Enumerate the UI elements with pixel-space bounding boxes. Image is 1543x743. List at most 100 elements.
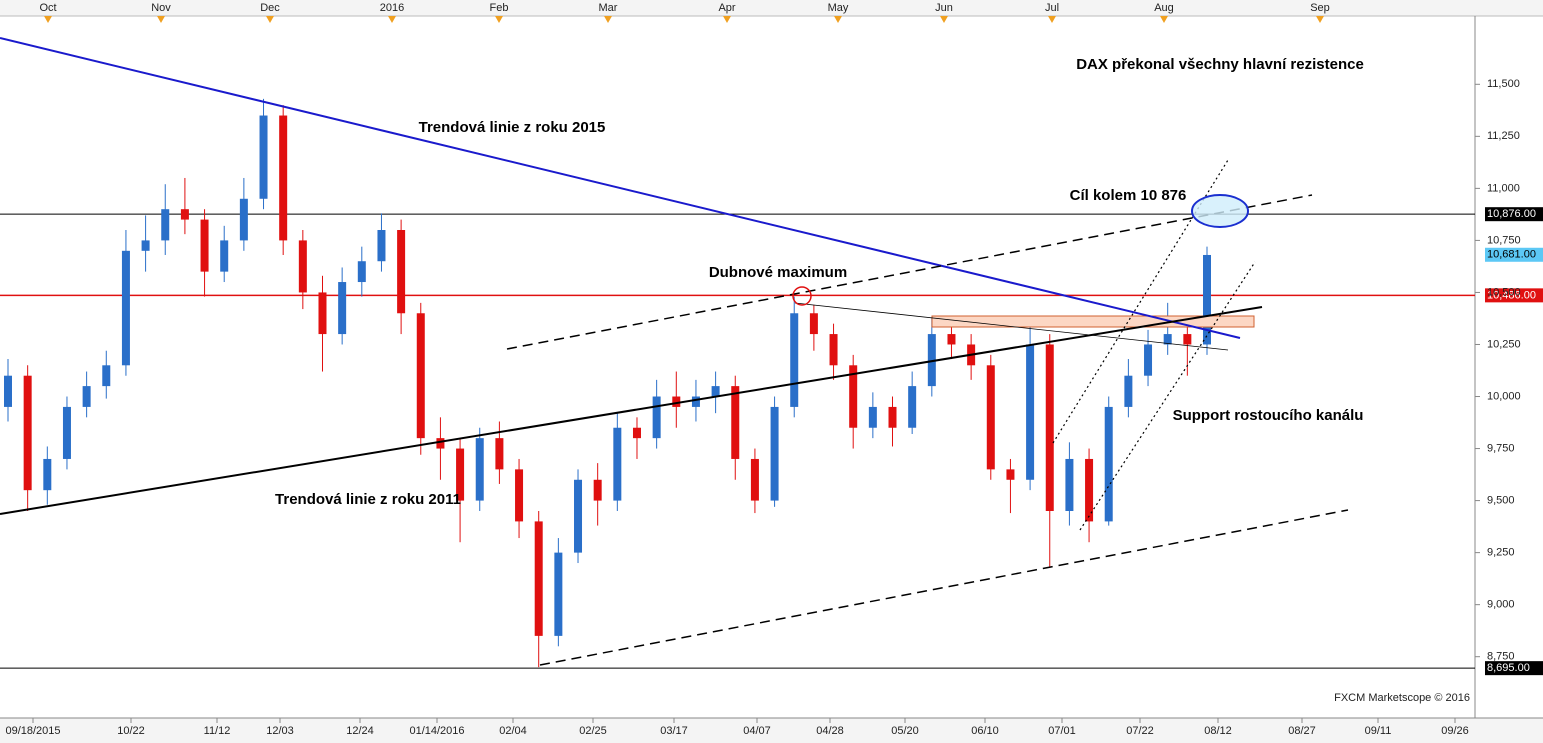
candle-body bbox=[318, 292, 327, 335]
month-label: Oct bbox=[39, 2, 56, 14]
month-label: Apr bbox=[718, 2, 735, 14]
annotation: Dubnové maximum bbox=[709, 264, 847, 281]
candle-body bbox=[121, 250, 130, 366]
month-marker bbox=[44, 16, 52, 23]
candle-body bbox=[357, 261, 366, 283]
top-strip bbox=[0, 0, 1543, 16]
month-label: Sep bbox=[1310, 2, 1330, 14]
candle-body bbox=[986, 365, 995, 470]
candle-body bbox=[1183, 334, 1192, 345]
candle-body bbox=[750, 458, 759, 501]
level-label: 10,876.00 bbox=[1487, 208, 1536, 220]
candle-body bbox=[652, 396, 661, 439]
candle-body bbox=[23, 375, 32, 491]
candle-body bbox=[515, 469, 524, 522]
thin-trendline bbox=[794, 302, 1229, 351]
annotation: Support rostoucího kanálu bbox=[1173, 407, 1364, 424]
x-tick-label: 10/22 bbox=[117, 725, 145, 737]
candle-body bbox=[849, 365, 858, 428]
month-label: Nov bbox=[151, 2, 171, 14]
candle-body bbox=[102, 365, 111, 387]
y-tick-label: 8,750 bbox=[1487, 651, 1515, 663]
credit: FXCM Marketscope © 2016 bbox=[1334, 692, 1470, 704]
candle-body bbox=[1006, 469, 1015, 480]
april-high-circle bbox=[792, 286, 812, 306]
y-tick-label: 9,500 bbox=[1487, 494, 1515, 506]
level-box bbox=[1485, 207, 1543, 222]
month-marker bbox=[604, 16, 612, 23]
y-tick-label: 11,000 bbox=[1487, 182, 1520, 194]
x-tick-label: 07/22 bbox=[1126, 725, 1154, 737]
month-marker bbox=[388, 16, 396, 23]
candle-body bbox=[338, 282, 347, 335]
level-label: 10,681.00 bbox=[1487, 249, 1536, 261]
x-tick-label: 12/03 bbox=[266, 725, 294, 737]
candle-body bbox=[1144, 344, 1153, 376]
candle-body bbox=[790, 313, 799, 407]
candle-body bbox=[554, 552, 563, 636]
month-label: Mar bbox=[599, 2, 618, 14]
month-marker bbox=[157, 16, 165, 23]
month-marker bbox=[940, 16, 948, 23]
y-tick-label: 10,500 bbox=[1487, 286, 1521, 298]
trendline-2015 bbox=[0, 37, 1241, 339]
candle-body bbox=[475, 438, 484, 501]
y-tick-label: 11,500 bbox=[1487, 78, 1520, 90]
x-tick-label: 04/28 bbox=[816, 725, 844, 737]
candle-body bbox=[672, 396, 681, 407]
chart-title: DAX překonal všechny hlavní rezistence bbox=[1076, 56, 1364, 73]
bottom-strip bbox=[0, 718, 1543, 743]
candle-body bbox=[947, 334, 956, 345]
candle-body bbox=[4, 375, 12, 407]
candle-body bbox=[220, 240, 229, 272]
dotted-channel-lower bbox=[1079, 261, 1256, 531]
candle-body bbox=[1104, 406, 1113, 522]
candle-body bbox=[43, 458, 52, 491]
channel-lower bbox=[539, 509, 1349, 666]
candle-body bbox=[613, 427, 622, 501]
candle-body bbox=[809, 313, 818, 335]
candle-body bbox=[888, 406, 897, 428]
candle-body bbox=[1085, 458, 1094, 522]
candle-body bbox=[534, 521, 543, 636]
candle-body bbox=[731, 386, 740, 459]
candle-body bbox=[62, 406, 71, 459]
candle-body bbox=[908, 386, 917, 428]
candle-body bbox=[495, 438, 504, 470]
candle-body bbox=[574, 479, 583, 553]
target-ellipse bbox=[1191, 194, 1249, 228]
month-marker bbox=[834, 16, 842, 23]
x-tick-label: 08/27 bbox=[1288, 725, 1316, 737]
candle-body bbox=[632, 427, 641, 439]
candle-body bbox=[377, 230, 386, 262]
candle-body bbox=[1124, 375, 1133, 407]
month-label: Jun bbox=[935, 2, 953, 14]
candle-body bbox=[927, 334, 936, 387]
candle-body bbox=[868, 406, 877, 428]
x-tick-label: 02/25 bbox=[579, 725, 607, 737]
candle-body bbox=[1203, 254, 1211, 345]
x-tick-label: 08/12 bbox=[1204, 725, 1232, 737]
annotation: Trendová linie z roku 2015 bbox=[419, 119, 606, 136]
month-label: Aug bbox=[1154, 2, 1174, 14]
month-marker bbox=[723, 16, 731, 23]
x-tick-label: 04/07 bbox=[743, 725, 771, 737]
candle-body bbox=[1065, 458, 1074, 511]
candle-body bbox=[691, 396, 700, 407]
month-marker bbox=[1316, 16, 1324, 23]
x-tick-label: 01/14/2016 bbox=[409, 725, 464, 737]
candle-body bbox=[1026, 344, 1035, 480]
channel-upper bbox=[506, 194, 1313, 350]
x-tick-label: 09/26 bbox=[1441, 725, 1469, 737]
month-marker bbox=[266, 16, 274, 23]
candle-body bbox=[141, 240, 150, 251]
x-tick-label: 09/11 bbox=[1365, 725, 1392, 737]
candle-body bbox=[416, 313, 425, 439]
x-tick-label: 12/24 bbox=[346, 725, 374, 737]
y-tick-label: 9,250 bbox=[1487, 547, 1515, 559]
level-box bbox=[1485, 247, 1543, 262]
level-label: 8,695.00 bbox=[1487, 662, 1530, 674]
dotted-channel-upper bbox=[1052, 159, 1229, 444]
month-label: Dec bbox=[260, 2, 280, 14]
month-label: 2016 bbox=[380, 2, 404, 14]
